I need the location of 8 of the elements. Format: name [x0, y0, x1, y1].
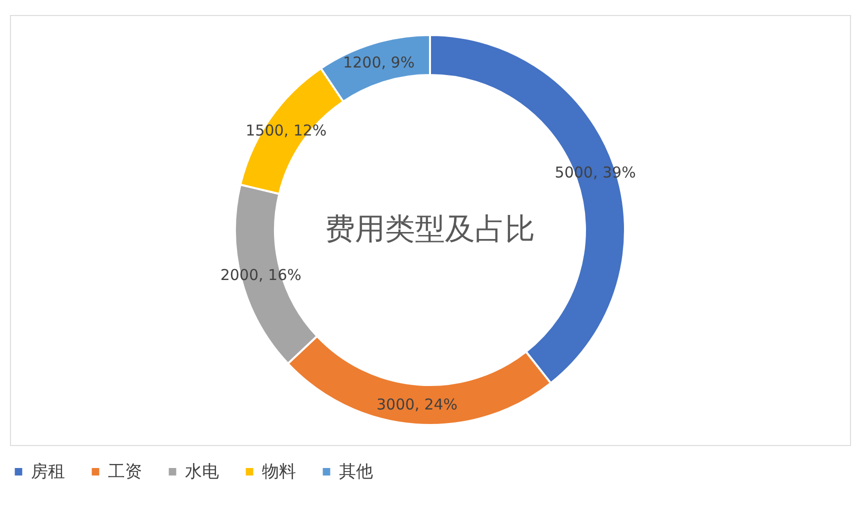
legend-label: 房租: [31, 462, 65, 482]
text: 费用类型及占比: [325, 212, 535, 247]
legend-label: 水电: [185, 462, 219, 482]
data-label: 1200, 9%: [343, 54, 415, 72]
legend-label: 其他: [339, 462, 373, 482]
legend-label: 工资: [108, 462, 142, 482]
data-label: 3000, 24%: [376, 396, 458, 414]
legend-label: 物料: [262, 462, 296, 482]
